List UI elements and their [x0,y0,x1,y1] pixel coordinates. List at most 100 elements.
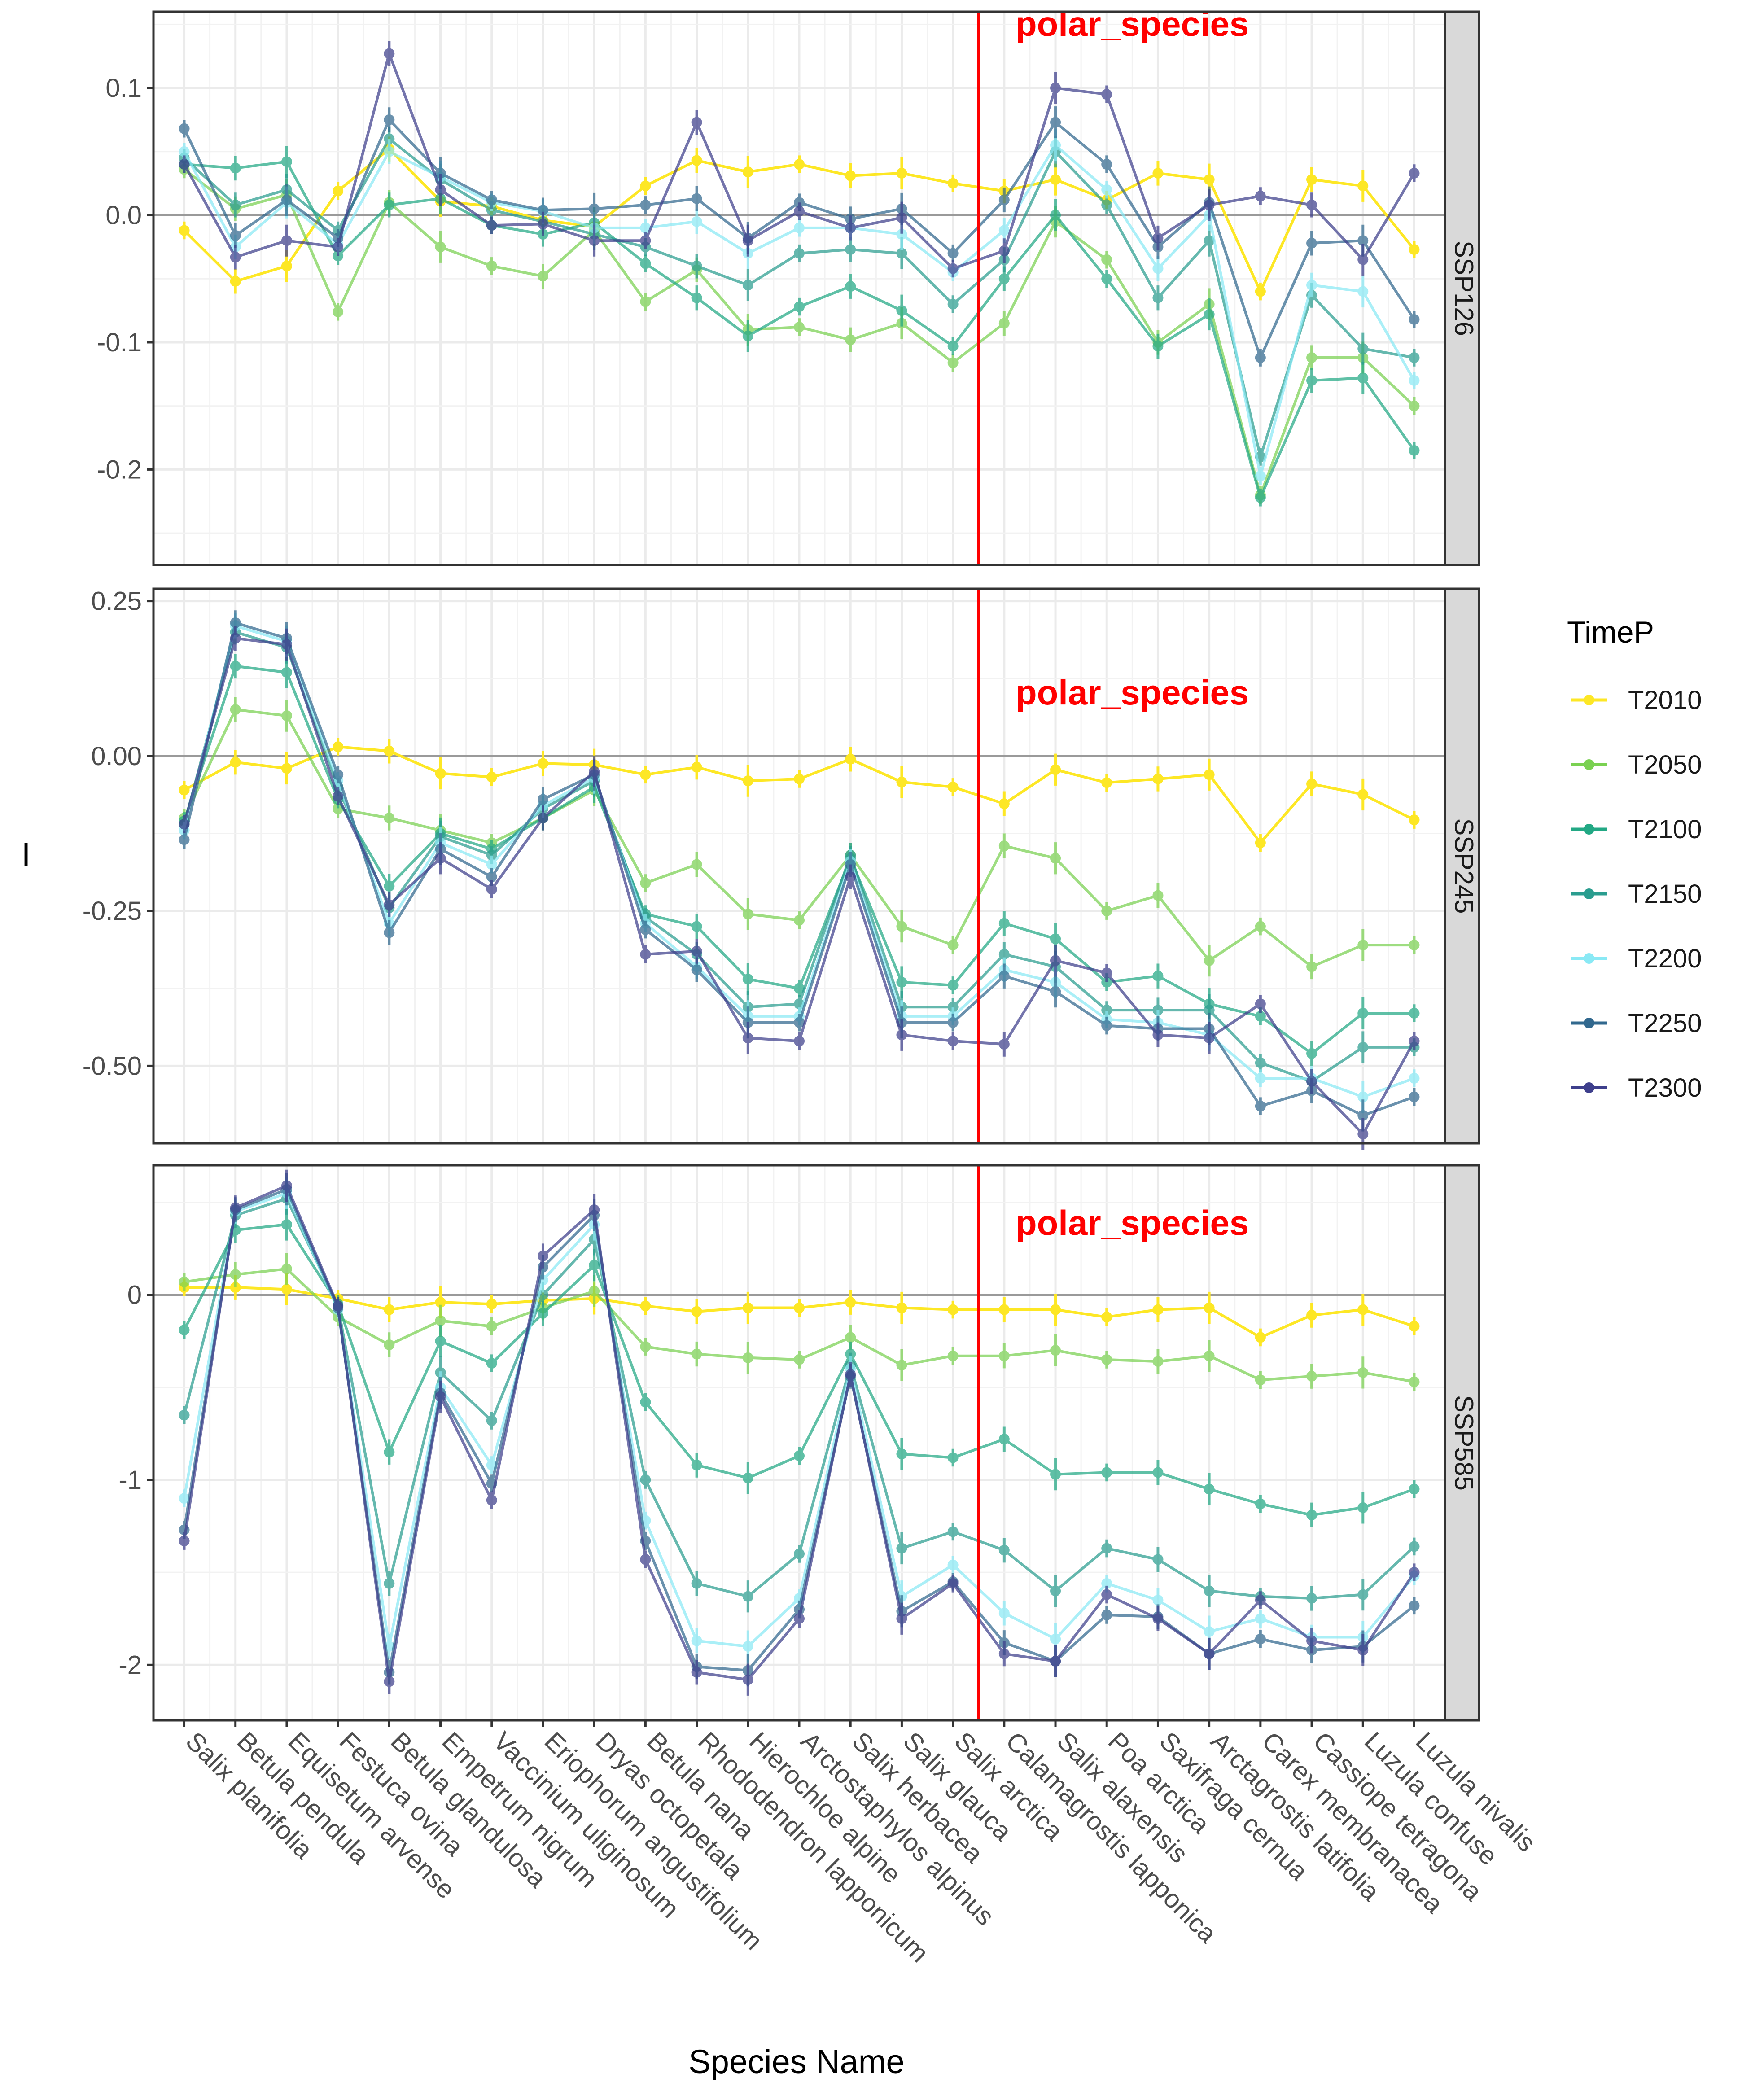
data-point [1255,1498,1266,1509]
data-point [742,1591,753,1602]
data-point [179,1409,190,1421]
data-point [640,1300,651,1312]
data-point [486,771,497,783]
data-point [845,1332,856,1343]
data-point [1204,1302,1215,1313]
legend-key-point [1584,759,1594,770]
data-point [1409,940,1420,951]
data-point [845,871,856,883]
data-point [1255,837,1266,849]
data-point [1050,1585,1061,1597]
data-point [845,170,856,181]
data-point [1204,1032,1215,1044]
data-point [1357,1110,1369,1121]
data-point [1357,1304,1369,1315]
data-point [384,745,395,757]
legend-label: T2250 [1628,1009,1702,1038]
data-point [384,927,395,938]
data-point [691,1635,702,1646]
data-point [640,924,651,935]
data-point [486,1415,497,1426]
data-point [1255,1011,1266,1022]
data-point [486,1321,497,1332]
data-point [896,212,907,223]
data-point [1255,286,1266,297]
data-point [1204,235,1215,246]
data-point [1357,372,1369,384]
data-point [1255,470,1266,481]
data-point [998,1304,1010,1315]
data-point [537,758,548,769]
panel-SSP245: polar_species -0.50 -0.25 0.00 0.25 SSP245 [83,587,1480,1150]
data-point [998,318,1010,329]
data-point [691,761,702,773]
data-point [1050,83,1061,94]
data-point [1101,1609,1112,1620]
legend-item-T2200: T2200 [1571,944,1702,973]
data-point [281,763,292,774]
data-point [896,1360,907,1371]
series-T2050 [179,1253,1420,1391]
data-point [998,1039,1010,1050]
data-point [486,1358,497,1369]
y-tick-label: -2 [118,1650,142,1680]
data-point [333,1300,344,1312]
data-point [691,292,702,303]
data-point [179,1324,190,1335]
data-point [947,178,959,189]
data-point [1152,341,1164,352]
data-point [1306,237,1318,249]
data-point [1357,789,1369,800]
data-point [1050,174,1061,185]
data-point [1409,167,1420,179]
data-point [230,199,241,210]
data-point [998,1350,1010,1361]
data-point [179,159,190,170]
data-point [691,1306,702,1317]
data-point [1409,814,1420,826]
data-point [947,248,959,259]
series-T2300 [179,626,1420,1150]
data-point [845,281,856,292]
data-point [794,301,805,312]
data-point [947,1017,959,1028]
data-point [1101,254,1112,265]
data-point [1101,184,1112,195]
data-point [1255,1633,1266,1645]
data-point [384,812,395,823]
data-point [742,166,753,178]
data-point [486,849,497,861]
data-point [1255,1101,1266,1112]
data-point [742,1032,753,1044]
data-point [1204,1648,1215,1659]
data-point [384,1578,395,1589]
data-point [947,1559,959,1571]
data-point [281,260,292,271]
y-tick-label: -1 [118,1466,142,1495]
data-point [1357,1502,1369,1513]
x-axis-title: Species Name [688,2043,904,2080]
y-tick-label: -0.25 [83,897,142,926]
data-point [384,1676,395,1687]
legend-item-T2300: T2300 [1571,1073,1702,1102]
data-point [1050,140,1061,151]
data-point [640,877,651,888]
data-point [998,918,1010,929]
data-point [742,1641,753,1652]
data-point [1204,1005,1215,1016]
data-point [537,1308,548,1319]
data-point [1409,400,1420,411]
data-point [896,1302,907,1313]
facet-strip [1444,10,1480,566]
data-point [1409,1072,1420,1084]
data-point [1306,375,1318,386]
data-point [794,321,805,332]
series-T2300 [179,41,1420,278]
data-point [537,271,548,282]
data-point [333,791,344,802]
data-point [1101,89,1112,100]
data-point [281,1219,292,1230]
data-point [640,769,651,780]
data-point [230,704,241,715]
data-point [1306,1048,1318,1059]
